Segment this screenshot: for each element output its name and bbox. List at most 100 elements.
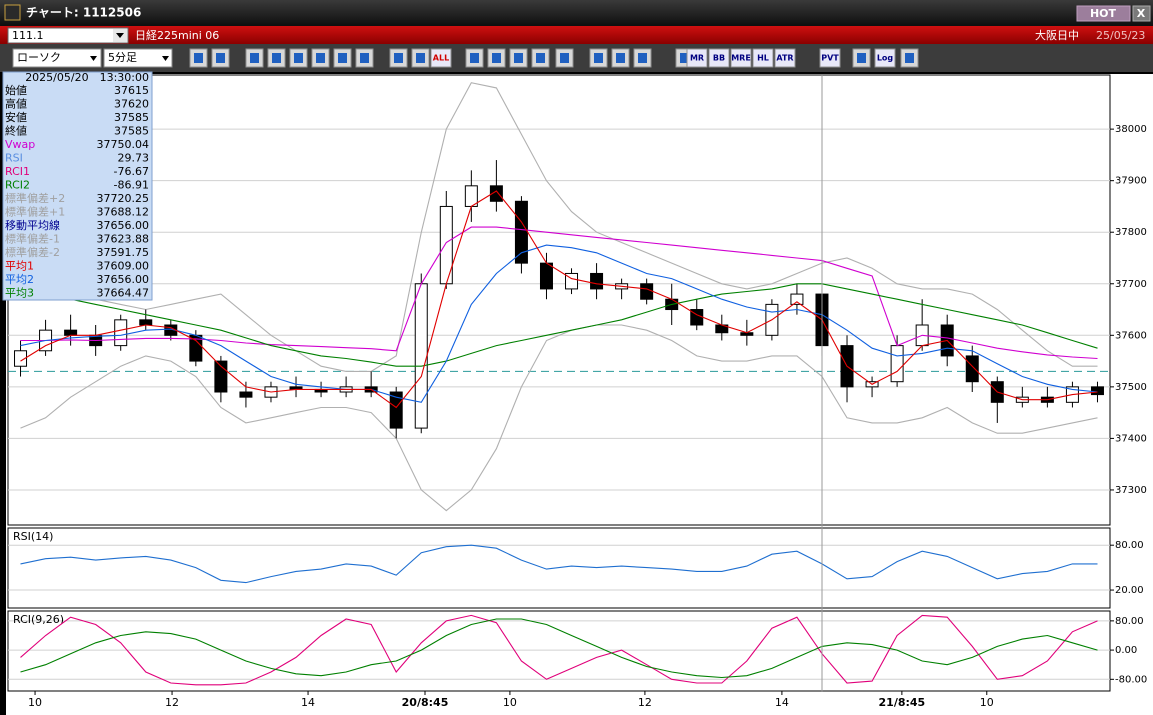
title-bar: [0, 0, 1153, 26]
y-tick-label: 37800: [1115, 227, 1147, 238]
plot: 37300 37400 37500 37600 37700 37800 37900 38000…: [7, 74, 1147, 709]
candle-body: [139, 319, 153, 326]
dropdown-arrow: [90, 56, 97, 61]
info-label: RSI: [5, 152, 23, 165]
toolbar-button[interactable]: [819, 48, 841, 68]
x-tick-label: 12: [638, 696, 652, 709]
market-name: 大阪日中: [1035, 28, 1079, 42]
info-value: 37656.00: [97, 219, 150, 232]
code-text: 111.1: [12, 29, 44, 42]
info-label: 平均1: [5, 260, 34, 273]
close-button[interactable]: [1132, 5, 1151, 22]
candle-body: [514, 200, 528, 264]
toolbar-button-label: Log: [877, 54, 894, 63]
info-label: 平均3: [5, 287, 34, 300]
info-value: -86.91: [114, 179, 149, 192]
info-value: 37688.12: [97, 206, 150, 219]
toolbar-icon-glyph: [360, 53, 369, 63]
y-tick-label: 37400: [1115, 433, 1147, 444]
info-label: 標準偏差+1: [5, 205, 65, 219]
x-tick-label: 10: [980, 696, 994, 709]
y-tick-label: 80.00: [1115, 540, 1144, 551]
window-title: チャート: 1112506: [26, 6, 141, 20]
toolbar-button[interactable]: [874, 48, 896, 68]
toolbar-button[interactable]: [752, 48, 774, 68]
info-value: 37591.75: [97, 246, 150, 259]
x-tick-label: 14: [301, 696, 315, 709]
toolbar-button[interactable]: [730, 48, 752, 68]
info-label: 標準偏差-2: [5, 245, 60, 259]
code-input[interactable]: [7, 27, 129, 44]
toolbar-button[interactable]: [708, 48, 730, 68]
series-line: [20, 614, 1098, 686]
toolbar-button-label: MRE: [731, 54, 751, 63]
series-line: [20, 324, 1098, 512]
toolbar-button[interactable]: [774, 48, 796, 68]
info-label: RCI2: [5, 179, 30, 192]
info-value: 37620: [114, 98, 149, 111]
toolbar-button-label: MR: [690, 54, 704, 63]
candle-body: [114, 319, 128, 347]
y-tick-label: 37700: [1115, 279, 1147, 290]
y-tick-label: 37300: [1115, 485, 1147, 496]
toolbar-button[interactable]: [430, 48, 452, 68]
symbol-bar: [0, 26, 1153, 44]
series-line: [20, 190, 1098, 409]
x-tick-label: 12: [165, 696, 179, 709]
hot-button[interactable]: [1076, 5, 1131, 22]
candle-body: [389, 391, 403, 429]
series-line: [20, 226, 1098, 360]
info-value: 37585: [114, 111, 149, 124]
info-value: 37720.25: [97, 192, 150, 205]
panel-frame: [7, 527, 1111, 609]
toolbar-icon-glyph: [536, 53, 545, 63]
info-value: 37623.88: [97, 233, 150, 246]
toolbar-icon-glyph: [492, 53, 501, 63]
period-text: 5分足: [108, 51, 137, 64]
y-tick-label: 80.00: [1115, 616, 1144, 627]
info-value: 37664.47: [97, 287, 150, 300]
candle-body: [539, 262, 553, 290]
info-value: 37609.00: [97, 260, 150, 273]
info-value: -76.67: [114, 165, 149, 178]
period-select[interactable]: [103, 48, 173, 68]
info-label: 移動平均線: [5, 218, 60, 232]
toolbar-icon-glyph: [316, 53, 325, 63]
candle-body: [965, 355, 979, 383]
toolbar-icon-glyph: [338, 53, 347, 63]
y-tick-label: 37600: [1115, 330, 1147, 341]
toolbar-button[interactable]: [686, 48, 708, 68]
info-label: RCI1: [5, 165, 30, 178]
chart-type-select[interactable]: [12, 48, 102, 68]
panel-label: RCI(9,26): [13, 613, 64, 626]
series-line: [20, 244, 1098, 403]
toolbar-button-label: ALL: [433, 54, 449, 63]
toolbar-icon-glyph: [470, 53, 479, 63]
toolbar-button-label: BB: [713, 54, 725, 63]
toolbar-icon-glyph: [194, 53, 203, 63]
toolbar-icons: ALL MR BB MRE HL ATR PVT Log: [189, 48, 919, 68]
info-label: 平均2: [5, 273, 34, 286]
info-label: 標準偏差+2: [5, 191, 65, 205]
series-line: [20, 82, 1098, 372]
toolbar-icon-glyph: [905, 53, 914, 63]
toolbar-icon-glyph: [272, 53, 281, 63]
candle-body: [890, 345, 904, 383]
toolbar-icon-glyph: [616, 53, 625, 63]
toolbar-icon-glyph: [416, 53, 425, 63]
candle-body: [14, 350, 28, 367]
toolbar-icon-glyph: [680, 53, 689, 63]
toolbar-icon-glyph: [857, 53, 866, 63]
info-label: 始値: [5, 83, 27, 97]
toolbar-icon-glyph: [560, 53, 569, 63]
toolbar-icon-glyph: [638, 53, 647, 63]
x-tick-label: 10: [503, 696, 517, 709]
info-value: 37750.04: [97, 138, 150, 151]
y-tick-label: 20.00: [1115, 585, 1144, 596]
dropdown-arrow: [116, 33, 124, 38]
candle-body: [64, 329, 78, 336]
market-date: 25/05/23: [1096, 29, 1145, 42]
